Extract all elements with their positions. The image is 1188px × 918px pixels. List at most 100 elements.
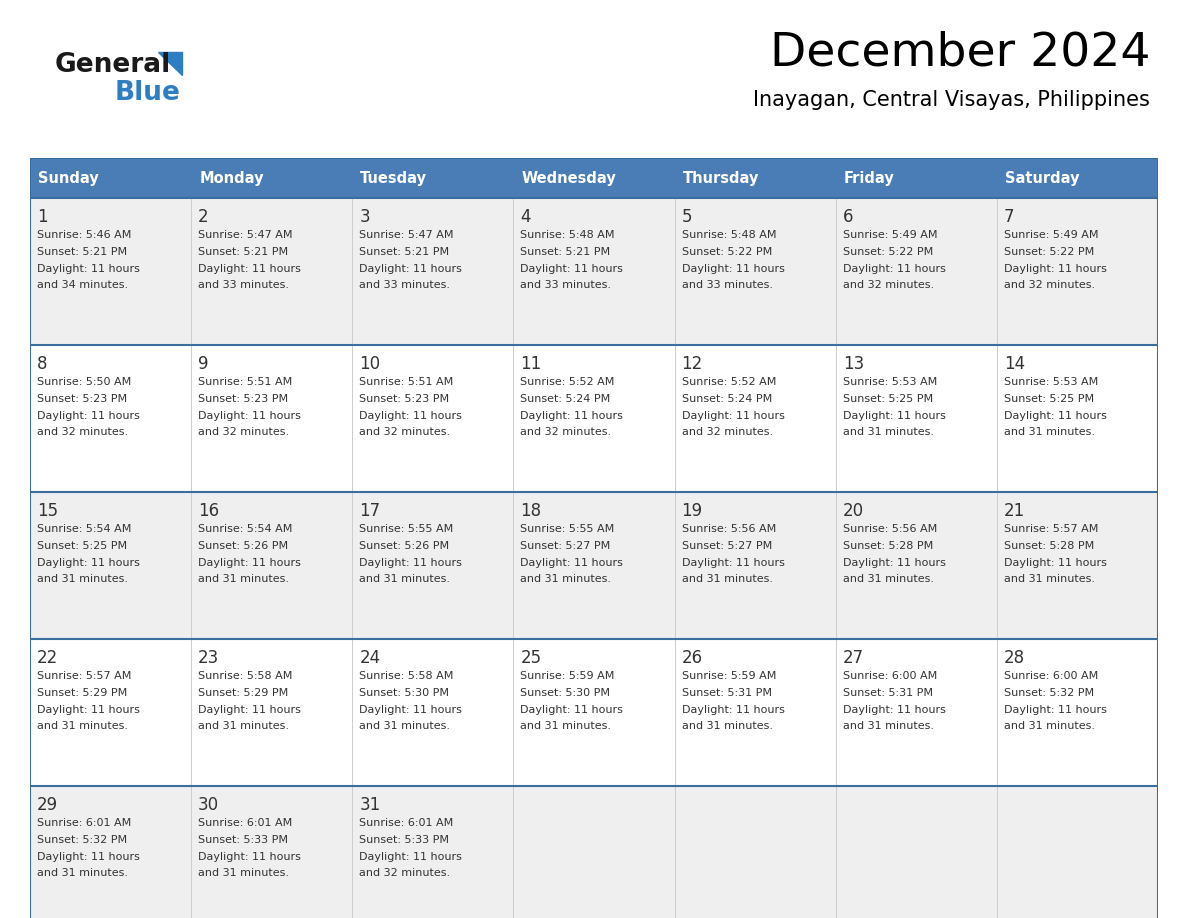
Text: Sunrise: 5:51 AM: Sunrise: 5:51 AM [359,377,454,387]
Text: Daylight: 11 hours: Daylight: 11 hours [842,705,946,715]
Text: Sunset: 5:27 PM: Sunset: 5:27 PM [520,541,611,551]
Text: 31: 31 [359,796,380,814]
Text: Sunset: 5:21 PM: Sunset: 5:21 PM [198,247,289,257]
Text: Sunrise: 5:56 AM: Sunrise: 5:56 AM [682,524,776,534]
Text: and 31 minutes.: and 31 minutes. [37,868,128,878]
Text: Sunrise: 6:00 AM: Sunrise: 6:00 AM [842,671,937,681]
Text: Sunrise: 5:47 AM: Sunrise: 5:47 AM [198,230,292,240]
Text: Daylight: 11 hours: Daylight: 11 hours [359,264,462,274]
Text: Sunrise: 5:57 AM: Sunrise: 5:57 AM [37,671,132,681]
Text: Daylight: 11 hours: Daylight: 11 hours [520,558,624,568]
Text: and 31 minutes.: and 31 minutes. [37,721,128,731]
Text: 8: 8 [37,355,48,373]
Text: and 32 minutes.: and 32 minutes. [842,280,934,290]
Text: Daylight: 11 hours: Daylight: 11 hours [682,705,784,715]
Text: and 33 minutes.: and 33 minutes. [198,280,289,290]
Text: Sunrise: 5:54 AM: Sunrise: 5:54 AM [37,524,132,534]
Text: Sunset: 5:22 PM: Sunset: 5:22 PM [682,247,772,257]
Text: and 31 minutes.: and 31 minutes. [359,574,450,584]
Text: Daylight: 11 hours: Daylight: 11 hours [1004,264,1107,274]
Text: 11: 11 [520,355,542,373]
Text: Sunrise: 5:58 AM: Sunrise: 5:58 AM [198,671,292,681]
Text: Sunrise: 5:47 AM: Sunrise: 5:47 AM [359,230,454,240]
Text: Sunrise: 5:46 AM: Sunrise: 5:46 AM [37,230,132,240]
Text: Daylight: 11 hours: Daylight: 11 hours [359,705,462,715]
Bar [30,786,1158,918]
Text: and 32 minutes.: and 32 minutes. [520,427,612,437]
Text: Tuesday: Tuesday [360,171,428,185]
Text: 9: 9 [198,355,209,373]
Text: and 32 minutes.: and 32 minutes. [37,427,128,437]
Text: Sunset: 5:29 PM: Sunset: 5:29 PM [37,688,127,698]
Text: and 31 minutes.: and 31 minutes. [1004,427,1095,437]
Text: and 31 minutes.: and 31 minutes. [1004,574,1095,584]
Text: Daylight: 11 hours: Daylight: 11 hours [682,558,784,568]
Text: Sunset: 5:23 PM: Sunset: 5:23 PM [198,394,289,404]
Text: Sunrise: 5:59 AM: Sunrise: 5:59 AM [520,671,615,681]
Text: Sunset: 5:22 PM: Sunset: 5:22 PM [1004,247,1094,257]
Text: and 32 minutes.: and 32 minutes. [682,427,772,437]
Text: and 31 minutes.: and 31 minutes. [198,574,289,584]
Text: Daylight: 11 hours: Daylight: 11 hours [520,705,624,715]
Text: Daylight: 11 hours: Daylight: 11 hours [359,558,462,568]
Text: Daylight: 11 hours: Daylight: 11 hours [842,411,946,421]
Bar [30,492,1158,639]
Text: Daylight: 11 hours: Daylight: 11 hours [1004,558,1107,568]
Text: and 31 minutes.: and 31 minutes. [359,721,450,731]
Text: 26: 26 [682,649,702,667]
Text: Daylight: 11 hours: Daylight: 11 hours [682,411,784,421]
Text: Sunset: 5:23 PM: Sunset: 5:23 PM [359,394,449,404]
Text: Sunrise: 5:52 AM: Sunrise: 5:52 AM [520,377,615,387]
Text: 30: 30 [198,796,220,814]
Text: Monday: Monday [200,171,264,185]
Text: Sunrise: 5:52 AM: Sunrise: 5:52 AM [682,377,776,387]
Text: Sunrise: 5:58 AM: Sunrise: 5:58 AM [359,671,454,681]
Text: Sunset: 5:31 PM: Sunset: 5:31 PM [682,688,771,698]
Text: and 31 minutes.: and 31 minutes. [682,721,772,731]
Text: Sunrise: 5:49 AM: Sunrise: 5:49 AM [1004,230,1099,240]
Text: 1: 1 [37,208,48,226]
Text: 15: 15 [37,502,58,520]
Text: Sunset: 5:28 PM: Sunset: 5:28 PM [1004,541,1094,551]
Bar [30,639,1158,786]
Text: Wednesday: Wednesday [522,171,617,185]
Text: Sunrise: 6:01 AM: Sunrise: 6:01 AM [37,818,131,828]
Text: 5: 5 [682,208,693,226]
Text: Daylight: 11 hours: Daylight: 11 hours [198,558,301,568]
Text: Sunday: Sunday [38,171,99,185]
Text: and 34 minutes.: and 34 minutes. [37,280,128,290]
Text: Thursday: Thursday [683,171,759,185]
Text: Sunrise: 5:49 AM: Sunrise: 5:49 AM [842,230,937,240]
Text: 17: 17 [359,502,380,520]
Text: 16: 16 [198,502,220,520]
Polygon shape [158,52,182,75]
Text: Daylight: 11 hours: Daylight: 11 hours [198,264,301,274]
Text: and 32 minutes.: and 32 minutes. [359,868,450,878]
Text: Sunset: 5:30 PM: Sunset: 5:30 PM [520,688,611,698]
Text: Sunset: 5:24 PM: Sunset: 5:24 PM [682,394,772,404]
Text: Sunrise: 5:50 AM: Sunrise: 5:50 AM [37,377,131,387]
Text: and 33 minutes.: and 33 minutes. [520,280,612,290]
Text: Sunset: 5:24 PM: Sunset: 5:24 PM [520,394,611,404]
Text: Daylight: 11 hours: Daylight: 11 hours [198,852,301,862]
Text: and 31 minutes.: and 31 minutes. [37,574,128,584]
Text: Daylight: 11 hours: Daylight: 11 hours [359,852,462,862]
Text: Sunset: 5:25 PM: Sunset: 5:25 PM [1004,394,1094,404]
Text: Sunset: 5:21 PM: Sunset: 5:21 PM [359,247,449,257]
Text: and 32 minutes.: and 32 minutes. [198,427,289,437]
Bar [30,158,1158,198]
Text: Sunrise: 5:54 AM: Sunrise: 5:54 AM [198,524,292,534]
Text: and 32 minutes.: and 32 minutes. [359,427,450,437]
Text: Sunrise: 5:53 AM: Sunrise: 5:53 AM [1004,377,1098,387]
Text: Daylight: 11 hours: Daylight: 11 hours [1004,705,1107,715]
Text: Daylight: 11 hours: Daylight: 11 hours [37,411,140,421]
Text: Sunset: 5:28 PM: Sunset: 5:28 PM [842,541,933,551]
Text: Sunset: 5:31 PM: Sunset: 5:31 PM [842,688,933,698]
Text: Daylight: 11 hours: Daylight: 11 hours [842,558,946,568]
Text: 18: 18 [520,502,542,520]
Text: Sunrise: 6:01 AM: Sunrise: 6:01 AM [359,818,454,828]
Text: 25: 25 [520,649,542,667]
Text: Sunrise: 5:48 AM: Sunrise: 5:48 AM [682,230,776,240]
Text: Sunset: 5:30 PM: Sunset: 5:30 PM [359,688,449,698]
Text: and 31 minutes.: and 31 minutes. [842,574,934,584]
